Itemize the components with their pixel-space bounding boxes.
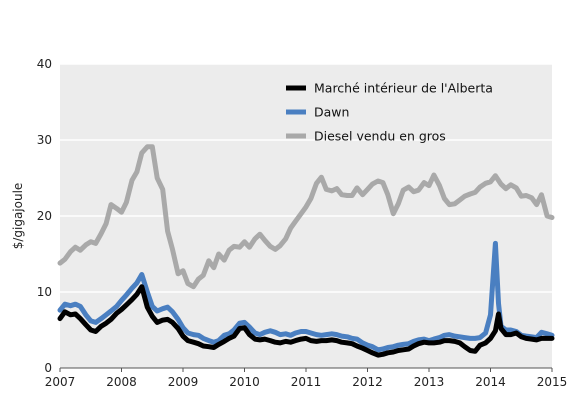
axes: 0 10 20 30 40 2007 2008 2009 2010 2011 2012 2013 201… bbox=[37, 57, 568, 389]
x-tick-label: 2015 bbox=[537, 375, 568, 389]
legend-label: Dawn bbox=[314, 105, 349, 120]
series-line-0 bbox=[57, 284, 555, 358]
x-tick-label: 2013 bbox=[414, 375, 445, 389]
y-axis-title: $/gigajoule bbox=[11, 183, 25, 250]
x-tick-label: 2008 bbox=[106, 375, 137, 389]
y-tick-label: 30 bbox=[37, 133, 52, 147]
series-line-1 bbox=[57, 240, 555, 353]
legend-label: Marché intérieur de l'Alberta bbox=[314, 81, 493, 96]
x-tick-label: 2012 bbox=[352, 375, 383, 389]
y-tick-label: 20 bbox=[37, 209, 52, 223]
x-tick-label: 2007 bbox=[45, 375, 76, 389]
legend-label: Diesel vendu en gros bbox=[314, 129, 446, 144]
x-tick-label: 2010 bbox=[229, 375, 260, 389]
series-line-2 bbox=[57, 144, 555, 290]
y-tick-label: 0 bbox=[44, 361, 52, 375]
y-tick-label: 10 bbox=[37, 285, 52, 299]
x-tick-label: 2014 bbox=[475, 375, 506, 389]
y-tick-label: 40 bbox=[37, 57, 52, 71]
series-group bbox=[57, 144, 555, 358]
legend: Marché intérieur de l'Alberta Dawn Diesel … bbox=[286, 81, 493, 144]
x-tick-label: 2011 bbox=[291, 375, 322, 389]
x-tick-label: 2009 bbox=[168, 375, 199, 389]
